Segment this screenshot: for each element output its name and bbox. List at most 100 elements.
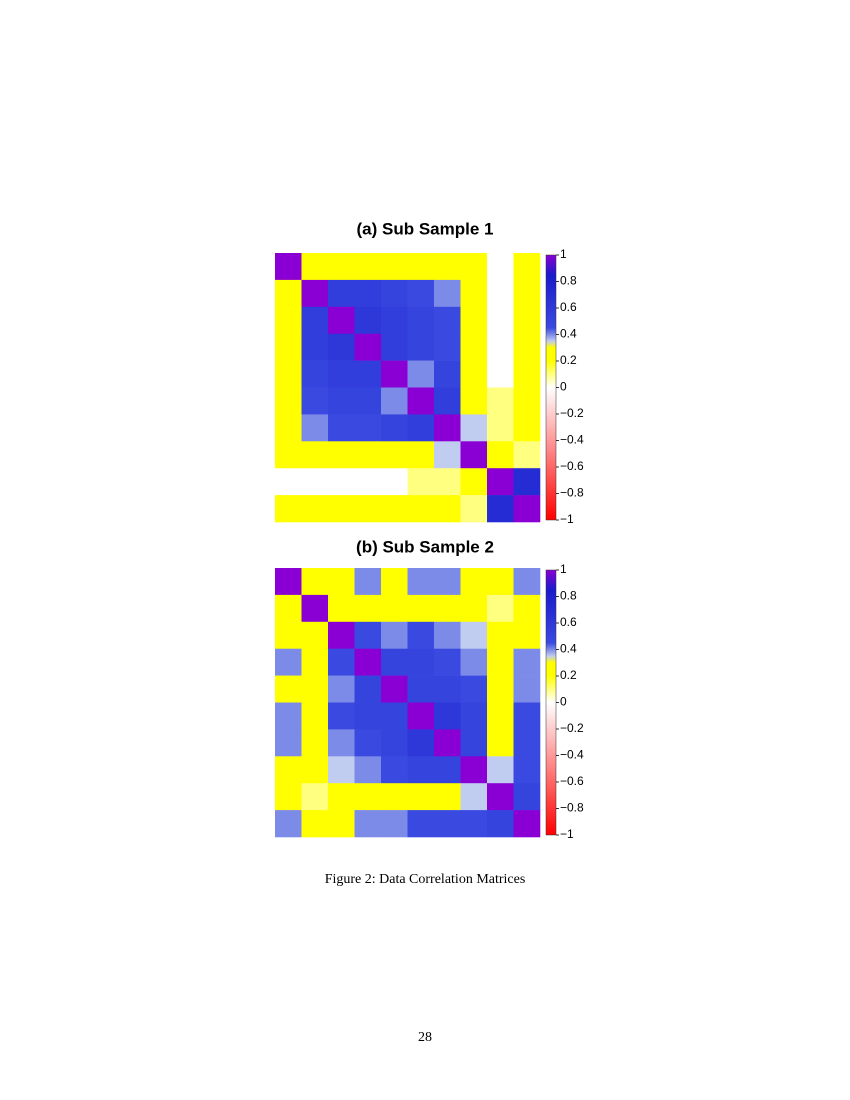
heatmap-cell	[328, 279, 355, 308]
heatmap-cell	[460, 568, 488, 596]
heatmap-cell	[487, 495, 514, 523]
heatmap-cell	[275, 468, 302, 496]
heatmap-cell	[328, 675, 355, 703]
heatmap-cell	[301, 756, 329, 784]
colorbar-tick-label: 0.6	[560, 615, 577, 629]
heatmap-cell	[381, 756, 408, 784]
heatmap-cell	[381, 414, 408, 442]
heatmap-cell	[354, 568, 382, 596]
heatmap-cell	[487, 621, 514, 649]
heatmap-cell	[354, 279, 382, 308]
heatmap-cell	[434, 648, 461, 676]
colorbar-tick-label: 0.2	[560, 353, 577, 367]
colorbar-tick-label: −0.8	[560, 801, 584, 815]
heatmap-cell	[301, 729, 329, 757]
colorbar-tick-label: −0.6	[560, 774, 584, 788]
heatmap-cell	[301, 783, 329, 811]
heatmap-cell	[487, 783, 514, 811]
heatmap-cell	[275, 441, 302, 469]
heatmap-cell	[460, 675, 488, 703]
heatmap-cell	[434, 441, 461, 469]
heatmap-cell	[301, 279, 329, 308]
heatmap-cell	[487, 729, 514, 757]
heatmap-cell	[354, 387, 382, 415]
heatmap-cell	[354, 495, 382, 523]
heatmap-cell	[434, 360, 461, 388]
heatmap-cell	[513, 702, 541, 730]
heatmap-cell	[275, 279, 302, 308]
colorbar-tick-label: −0.2	[560, 721, 584, 735]
heatmap-cell	[407, 360, 435, 388]
heatmap-cell	[275, 568, 302, 596]
colorbar-tick-label: 1	[560, 247, 567, 261]
heatmap-cell	[328, 414, 355, 442]
heatmap-cell	[275, 306, 302, 334]
heatmap-cell	[487, 387, 514, 415]
heatmap-cell	[328, 306, 355, 334]
heatmap-cell	[460, 594, 488, 623]
heatmap-cell	[301, 360, 329, 388]
colorbar-tick-label: 0.8	[560, 589, 577, 603]
heatmap-cell	[328, 648, 355, 676]
colorbar-tick-label: −0.4	[560, 433, 584, 447]
heatmap-cell	[381, 360, 408, 388]
heatmap-cell	[407, 279, 435, 308]
colorbar	[545, 254, 557, 521]
heatmap-cell	[328, 360, 355, 388]
heatmap-cell	[354, 253, 382, 281]
heatmap-cell	[513, 756, 541, 784]
heatmap-cell	[275, 702, 302, 730]
colorbar-tick-label: 1	[560, 562, 567, 576]
heatmap-cell	[407, 729, 435, 757]
heatmap-cell	[381, 468, 408, 496]
heatmap-cell	[460, 495, 488, 523]
heatmap-cell	[513, 729, 541, 757]
heatmap-cell	[301, 675, 329, 703]
heatmap-cell	[513, 414, 541, 442]
heatmap-cell	[381, 568, 408, 596]
heatmap-cell	[487, 468, 514, 496]
heatmap-cell	[328, 702, 355, 730]
heatmap-cell	[513, 621, 541, 649]
heatmap-cell	[513, 648, 541, 676]
heatmap-cell	[434, 468, 461, 496]
colorbar-tick-label: −0.8	[560, 486, 584, 500]
heatmap-cell	[301, 468, 329, 496]
heatmap-cell	[513, 360, 541, 388]
heatmap-cell	[460, 441, 488, 469]
colorbar-tick-label: 0	[560, 695, 567, 709]
heatmap-cell	[434, 810, 461, 838]
heatmap-cell	[275, 387, 302, 415]
heatmap-cell	[407, 306, 435, 334]
heatmap-cell	[275, 594, 302, 623]
heatmap-cell	[328, 468, 355, 496]
heatmap-cell	[407, 387, 435, 415]
heatmap-cell	[275, 621, 302, 649]
heatmap-cell	[275, 333, 302, 361]
heatmap-cell	[513, 333, 541, 361]
heatmap-cell	[460, 621, 488, 649]
heatmap-cell	[487, 756, 514, 784]
heatmap-cell	[354, 783, 382, 811]
heatmap-cell	[381, 253, 408, 281]
heatmap-cell	[381, 279, 408, 308]
heatmap-cell	[354, 360, 382, 388]
heatmap-cell	[434, 702, 461, 730]
heatmap-cell	[328, 441, 355, 469]
heatmap-cell	[354, 702, 382, 730]
panel-title: (b) Sub Sample 2	[356, 537, 494, 556]
heatmap-cell	[328, 621, 355, 649]
heatmap-cell	[487, 253, 514, 281]
heatmap-cell	[275, 810, 302, 838]
colorbar-tick-label: −0.4	[560, 748, 584, 762]
heatmap-cell	[275, 783, 302, 811]
heatmap-cell	[434, 495, 461, 523]
heatmap-cell	[434, 306, 461, 334]
heatmap-cell	[513, 810, 541, 838]
heatmap-cell	[434, 756, 461, 784]
heatmap-cell	[275, 253, 302, 281]
heatmap-cell	[301, 594, 329, 623]
heatmap-cell	[487, 333, 514, 361]
heatmap-cell	[487, 360, 514, 388]
